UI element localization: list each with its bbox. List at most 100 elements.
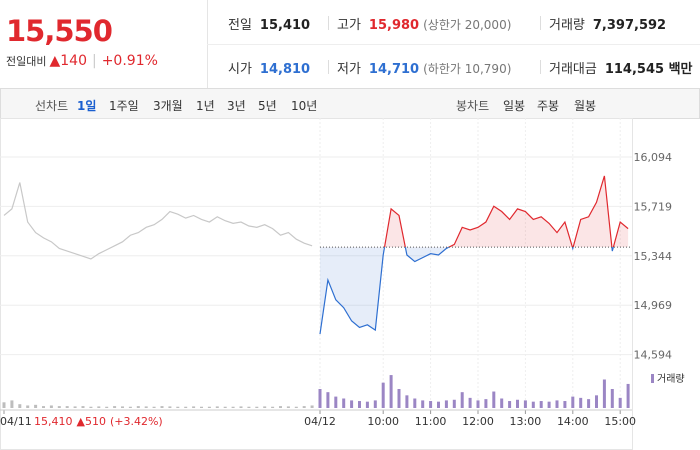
volume-bar bbox=[231, 406, 235, 408]
y-tick-label: 14,594 bbox=[634, 349, 673, 362]
volume-bar bbox=[413, 398, 417, 408]
x-tick-label: 10:00 bbox=[367, 415, 399, 428]
stat-label: 고가 bbox=[337, 18, 361, 33]
stat-value: 114,545 백만 bbox=[604, 62, 693, 77]
volume-bar bbox=[595, 395, 598, 408]
candle-tab[interactable]: 월봉 bbox=[574, 99, 597, 113]
volume-bar bbox=[492, 391, 496, 408]
x-tick-label: 14:00 bbox=[557, 415, 589, 428]
volume-bar bbox=[555, 400, 559, 408]
volume-bar bbox=[571, 396, 575, 408]
volume-bar bbox=[136, 406, 140, 408]
candle-tab[interactable]: 일봉 bbox=[503, 99, 526, 113]
volume-bar bbox=[373, 400, 377, 408]
volume-bar bbox=[192, 406, 196, 408]
volume-bar bbox=[49, 405, 53, 408]
change-amount: ▲140 bbox=[49, 53, 87, 69]
volume-bar bbox=[508, 401, 512, 408]
volume-bar bbox=[334, 396, 338, 408]
volume-bar bbox=[2, 402, 6, 408]
volume-bar bbox=[34, 404, 38, 408]
stat-label: 저가 bbox=[337, 62, 361, 77]
stat-value: 14,710 bbox=[368, 62, 420, 77]
period-tab[interactable]: 3개월 bbox=[153, 99, 183, 113]
volume-bar bbox=[81, 406, 85, 408]
separator bbox=[540, 60, 541, 74]
volume-bar bbox=[65, 406, 69, 408]
stat-value: 15,980 bbox=[368, 18, 420, 33]
stat-note: (하한가 10,790) bbox=[423, 62, 512, 76]
x-tick-label: 15:00 bbox=[604, 415, 636, 428]
volume-bar bbox=[18, 404, 22, 408]
change: 전일대비 ▲140 | +0.91% bbox=[6, 53, 158, 69]
volume-bar bbox=[215, 406, 219, 408]
volume-bar bbox=[57, 406, 61, 408]
volume-bar bbox=[160, 406, 164, 408]
volume-bar bbox=[563, 401, 567, 408]
volume-bar bbox=[579, 397, 583, 408]
x-tick-label: 11:00 bbox=[415, 415, 447, 428]
volume-bar bbox=[105, 406, 109, 408]
chart: 16,094 15,719 15,344 14,969 14,594 04/11 04/12… bbox=[0, 118, 685, 450]
volume-bar bbox=[239, 406, 243, 408]
volume-bar bbox=[476, 400, 480, 408]
volume-bar bbox=[113, 406, 117, 408]
stat-cell: 시가 14,810 bbox=[228, 58, 310, 77]
stat-value: 7,397,592 bbox=[592, 18, 667, 33]
period-tab[interactable]: 1일 bbox=[77, 99, 97, 113]
y-tick-label: 16,094 bbox=[634, 151, 673, 164]
volume-bar bbox=[389, 375, 393, 408]
volume-bar bbox=[531, 401, 535, 408]
quote-header: 15,550 전일대비 ▲140 | +0.91% 전일 15,410 고가 15,980(… bbox=[0, 0, 700, 89]
legend-swatch bbox=[651, 374, 654, 383]
period-tab[interactable]: 1주일 bbox=[109, 99, 139, 113]
stat-cell: 저가 14,710 (하한가 10,790) bbox=[337, 58, 511, 77]
tab-bar: 선차트 1일 1주일 3개월 1년 3년 5년 10년 봉차트 일봉 주봉 월봉 bbox=[0, 88, 700, 119]
volume-bar bbox=[42, 406, 45, 408]
separator bbox=[540, 16, 541, 30]
candle-tab[interactable]: 주봉 bbox=[537, 99, 560, 113]
volume-bar bbox=[144, 406, 148, 408]
volume-bar bbox=[602, 379, 606, 408]
y-tick-label: 14,969 bbox=[634, 299, 673, 312]
volume-bar bbox=[200, 406, 203, 408]
volume-bar bbox=[26, 405, 30, 408]
volume-bar bbox=[121, 406, 124, 408]
period-tab[interactable]: 10년 bbox=[291, 99, 318, 113]
stat-label: 거래대금 bbox=[549, 62, 597, 77]
period-tab[interactable]: 3년 bbox=[227, 99, 246, 113]
period-tab[interactable]: 5년 bbox=[258, 99, 277, 113]
volume-bar bbox=[10, 400, 14, 408]
volume-bar bbox=[610, 389, 614, 408]
volume-bar bbox=[89, 406, 93, 408]
footer-price: 15,410 bbox=[34, 415, 73, 428]
volume-bar bbox=[350, 400, 354, 408]
volume-bar bbox=[484, 399, 488, 408]
footer-info: 15,410 ▲510 (+3.42%) bbox=[34, 415, 163, 428]
legend-label: 거래량 bbox=[657, 373, 685, 385]
volume-bar bbox=[523, 400, 527, 408]
volume-bar bbox=[207, 406, 211, 408]
volume-bar bbox=[73, 406, 77, 408]
volume-bar bbox=[618, 397, 622, 408]
area-up bbox=[320, 175, 629, 248]
stat-note: (상한가 20,000) bbox=[423, 18, 512, 32]
y-tick-label: 15,719 bbox=[634, 200, 673, 213]
volume-bar bbox=[437, 401, 440, 408]
volume-bar bbox=[421, 400, 425, 408]
volume-bar bbox=[516, 399, 519, 408]
x-tick-label: 04/12 bbox=[304, 415, 336, 428]
volume-bar bbox=[318, 389, 322, 408]
stat-cell: 거래대금 114,545 백만 bbox=[549, 58, 693, 77]
volume-bar bbox=[405, 395, 409, 408]
separator bbox=[328, 60, 329, 74]
volume-bar bbox=[626, 383, 630, 408]
current-price: 15,550 bbox=[6, 14, 113, 48]
volume-bar bbox=[128, 406, 132, 408]
footer-change: ▲510 bbox=[77, 415, 106, 428]
period-tab[interactable]: 1년 bbox=[196, 99, 215, 113]
volume-bar bbox=[271, 406, 275, 408]
volume-bar bbox=[294, 406, 298, 408]
price-line-down bbox=[319, 247, 614, 335]
volume-bar bbox=[500, 398, 504, 408]
